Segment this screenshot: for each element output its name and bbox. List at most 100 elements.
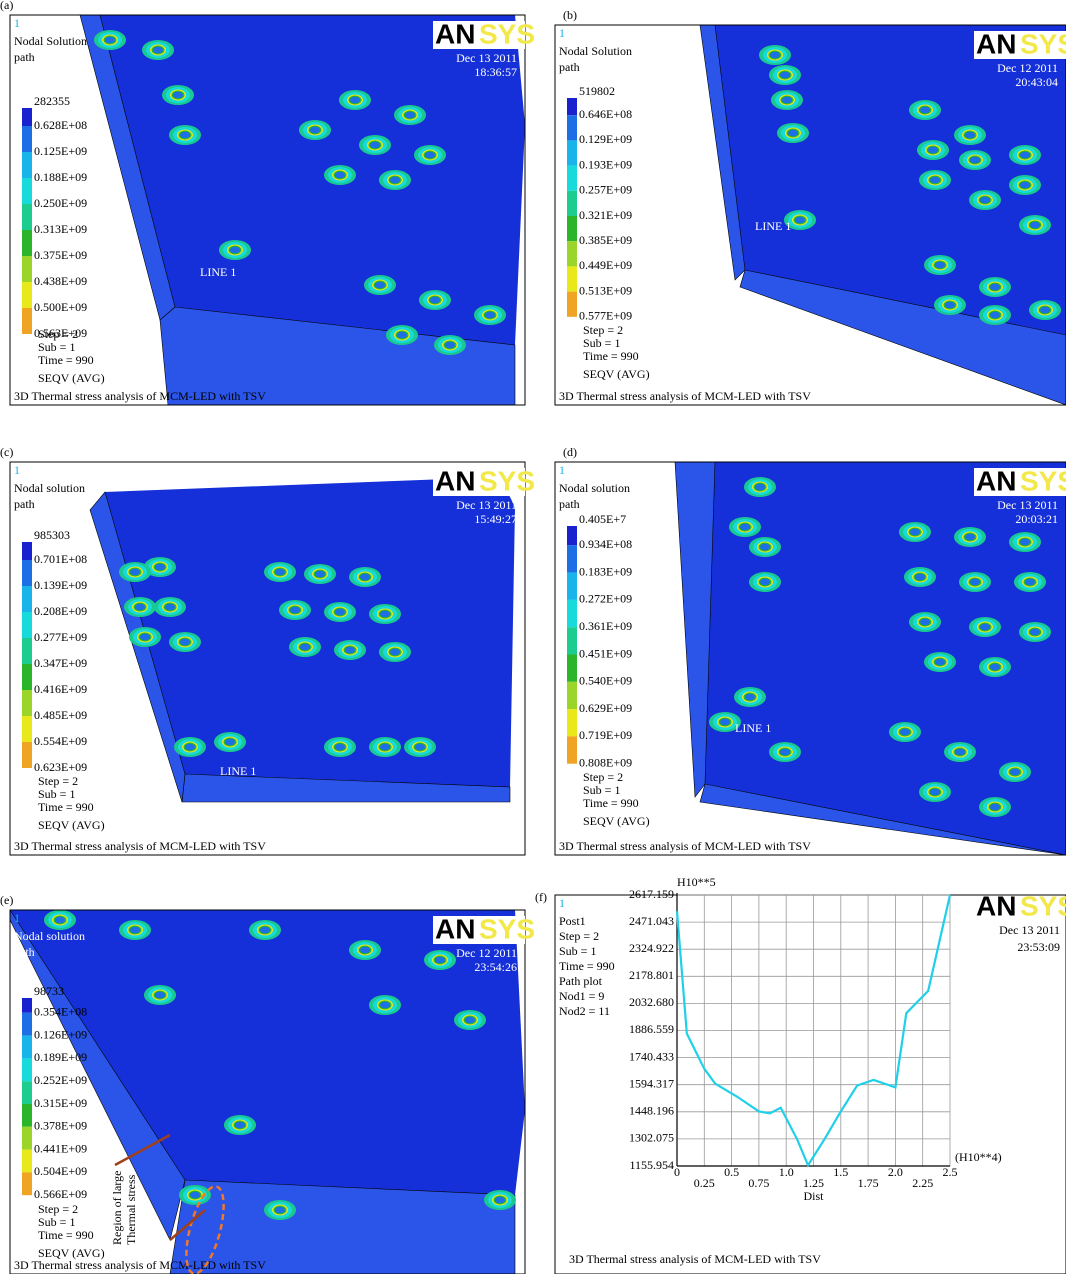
stress-spot bbox=[185, 744, 195, 751]
legend-swatch bbox=[567, 682, 577, 709]
legend-label: 0.623E+09 bbox=[34, 760, 87, 774]
x-tick-label: 2.5 bbox=[943, 1165, 958, 1179]
legend-label: 0.438E+09 bbox=[34, 274, 87, 288]
y-tick-label: 2032.680 bbox=[629, 995, 674, 1009]
logo-light: SYS bbox=[479, 465, 535, 496]
logo-light: SYS bbox=[1020, 465, 1066, 496]
stress-spot bbox=[380, 1002, 390, 1009]
legend-label: 0.577E+09 bbox=[579, 309, 632, 323]
legend-label: 0.125E+09 bbox=[34, 144, 87, 158]
date: Dec 13 2011 bbox=[456, 51, 517, 65]
legend-label: 0.504E+09 bbox=[34, 1164, 87, 1178]
y-tick-label: 1302.075 bbox=[629, 1131, 674, 1145]
stress-spot bbox=[335, 744, 345, 751]
legend-label: 0.139E+09 bbox=[34, 578, 87, 592]
step-info: Sub = 1 bbox=[38, 1215, 75, 1229]
time: 23:53:09 bbox=[1017, 940, 1060, 954]
time: 20:03:21 bbox=[1015, 512, 1058, 526]
legend-swatch bbox=[22, 126, 32, 152]
legend-swatch bbox=[567, 655, 577, 682]
result-path: path bbox=[559, 497, 580, 511]
stress-spot bbox=[105, 37, 115, 44]
stress-spot bbox=[935, 262, 945, 269]
time: 20:43:04 bbox=[1015, 75, 1058, 89]
legend-swatch bbox=[567, 191, 577, 216]
caption: 3D Thermal stress analysis of MCM-LED wi… bbox=[14, 1258, 266, 1272]
time: 18:36:57 bbox=[474, 65, 517, 79]
date: Dec 12 2011 bbox=[997, 61, 1058, 75]
logo-light: SYS bbox=[1020, 28, 1066, 59]
stress-spot bbox=[397, 332, 407, 339]
stress-spot bbox=[55, 917, 65, 924]
legend-label: 0.628E+08 bbox=[34, 118, 87, 132]
stress-spot bbox=[390, 649, 400, 656]
legend-label: 0.701E+08 bbox=[34, 552, 87, 566]
stress-spot bbox=[740, 524, 750, 531]
panel-number: 1 bbox=[559, 463, 565, 477]
x-unit: (H10**4) bbox=[955, 1150, 1002, 1164]
legend-label: 519802 bbox=[579, 84, 615, 98]
stress-spot bbox=[910, 529, 920, 536]
path-line-label: Line bbox=[135, 1235, 157, 1249]
stress-spot bbox=[390, 177, 400, 184]
legend-swatch bbox=[567, 266, 577, 291]
legend-swatch bbox=[567, 627, 577, 654]
step-info: Sub = 1 bbox=[38, 787, 75, 801]
plot-info: Path plot bbox=[559, 974, 603, 988]
stress-spot bbox=[782, 97, 792, 104]
legend-label: 0.566E+09 bbox=[34, 1187, 87, 1201]
legend-label: 0.347E+09 bbox=[34, 656, 87, 670]
time: 15:49:27 bbox=[474, 512, 517, 526]
stress-spot bbox=[1025, 579, 1035, 586]
legend-swatch bbox=[22, 1081, 32, 1104]
step-info: Time = 990 bbox=[38, 800, 94, 814]
legend-swatch bbox=[567, 166, 577, 191]
stress-spot bbox=[955, 749, 965, 756]
y-unit: H10**5 bbox=[677, 875, 716, 889]
legend-label: 0.183E+09 bbox=[579, 564, 632, 578]
stress-spot bbox=[990, 664, 1000, 671]
legend-swatch bbox=[567, 600, 577, 627]
result-path: path bbox=[559, 60, 580, 74]
legend-label: 0.257E+09 bbox=[579, 183, 632, 197]
legend-swatch bbox=[22, 1013, 32, 1036]
legend-swatch bbox=[22, 1172, 32, 1195]
panel-label: (d) bbox=[563, 445, 577, 459]
legend-label: 0.315E+09 bbox=[34, 1096, 87, 1110]
x-tick-label: 1.75 bbox=[858, 1176, 879, 1190]
legend-label: 0.272E+09 bbox=[579, 592, 632, 606]
logo-light: SYS bbox=[1020, 890, 1066, 921]
legend-label: 0.500E+09 bbox=[34, 300, 87, 314]
legend-label: 0.321E+09 bbox=[579, 208, 632, 222]
stress-spot bbox=[135, 604, 145, 611]
stress-spot bbox=[153, 47, 163, 54]
legend-label: 0.252E+09 bbox=[34, 1073, 87, 1087]
step-info: Time = 990 bbox=[583, 349, 639, 363]
legend-label: 0.193E+09 bbox=[579, 157, 632, 171]
legend-label: 0.277E+09 bbox=[34, 630, 87, 644]
panel-label: (e) bbox=[0, 893, 13, 907]
legend-swatch bbox=[567, 736, 577, 763]
result-path: path bbox=[14, 50, 35, 64]
legend-label: 0.354E+08 bbox=[34, 1005, 87, 1019]
legend-swatch bbox=[567, 115, 577, 140]
result-title: Nodal solution bbox=[14, 929, 85, 943]
stress-spot bbox=[990, 804, 1000, 811]
stress-spot bbox=[990, 284, 1000, 291]
legend-swatch bbox=[567, 573, 577, 600]
legend-swatch bbox=[22, 152, 32, 178]
model bbox=[80, 15, 525, 405]
legend-swatch bbox=[22, 586, 32, 612]
legend-label: 0.189E+09 bbox=[34, 1050, 87, 1064]
y-tick-label: 1448.196 bbox=[629, 1104, 674, 1118]
logo-light: SYS bbox=[479, 18, 535, 49]
stress-spot bbox=[430, 297, 440, 304]
stress-spot bbox=[930, 177, 940, 184]
stress-spot bbox=[165, 604, 175, 611]
legend-swatch bbox=[567, 292, 577, 317]
legend-label: 0.188E+09 bbox=[34, 170, 87, 184]
panel-number: 1 bbox=[14, 463, 20, 477]
x-tick-label: 0.25 bbox=[694, 1176, 715, 1190]
